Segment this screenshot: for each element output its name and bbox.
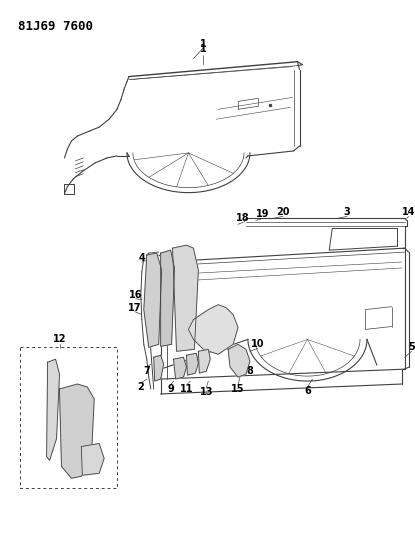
Polygon shape (173, 245, 198, 351)
Text: 1: 1 (200, 39, 207, 49)
Polygon shape (144, 253, 162, 348)
Text: 19: 19 (256, 209, 270, 220)
Text: 81J69 7600: 81J69 7600 (18, 20, 93, 33)
Text: 4: 4 (139, 253, 145, 263)
Polygon shape (173, 357, 186, 379)
Text: 3: 3 (344, 207, 351, 217)
Text: 10: 10 (251, 340, 265, 349)
Text: 9: 9 (167, 384, 174, 394)
Polygon shape (161, 250, 175, 346)
Polygon shape (154, 356, 164, 381)
Polygon shape (81, 443, 104, 475)
Polygon shape (59, 384, 94, 478)
Polygon shape (186, 353, 198, 375)
Text: 1: 1 (200, 44, 207, 54)
Text: 5: 5 (408, 342, 415, 352)
Text: 16: 16 (129, 290, 143, 300)
Text: 15: 15 (231, 384, 245, 394)
Text: 12: 12 (53, 334, 66, 344)
Text: 20: 20 (276, 207, 289, 217)
Text: 17: 17 (128, 303, 142, 313)
Polygon shape (188, 305, 238, 354)
Text: 13: 13 (200, 387, 213, 397)
Text: 6: 6 (304, 386, 311, 396)
Polygon shape (46, 359, 59, 461)
Text: 8: 8 (247, 366, 254, 376)
Text: 2: 2 (137, 382, 144, 392)
Text: 14: 14 (402, 207, 415, 217)
Text: 7: 7 (144, 366, 150, 376)
Polygon shape (198, 349, 210, 373)
Text: 11: 11 (180, 384, 193, 394)
Text: 18: 18 (236, 213, 250, 223)
Polygon shape (228, 344, 250, 377)
